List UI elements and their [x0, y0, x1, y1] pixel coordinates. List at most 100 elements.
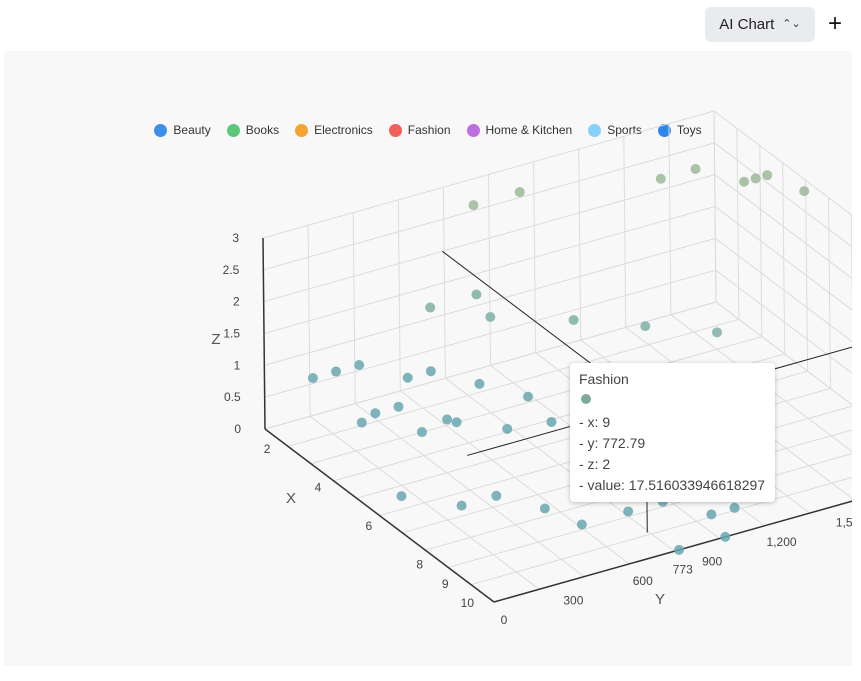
- data-point[interactable]: [491, 490, 502, 501]
- legend-item-4[interactable]: Home & Kitchen: [466, 123, 573, 137]
- z-tick-label: 3: [232, 231, 239, 245]
- z-tick-label: 1: [234, 358, 241, 372]
- z-tick-label: 0.5: [224, 390, 241, 404]
- legend-item-3[interactable]: Fashion: [388, 123, 451, 137]
- data-point[interactable]: [502, 423, 513, 434]
- data-point[interactable]: [750, 173, 761, 184]
- data-point[interactable]: [523, 391, 534, 402]
- data-point[interactable]: [393, 401, 404, 412]
- z-tick-label: 0: [234, 422, 241, 436]
- y-tick-label: 0: [501, 613, 508, 627]
- legend-marker-icon: [295, 123, 309, 137]
- data-point[interactable]: [655, 173, 666, 184]
- data-point[interactable]: [712, 327, 722, 338]
- chart-type-label: AI Chart: [719, 16, 775, 33]
- data-point[interactable]: [762, 170, 773, 181]
- data-point[interactable]: [307, 373, 318, 384]
- legend-marker-icon: [588, 123, 602, 137]
- add-button[interactable]: +: [827, 10, 842, 37]
- x-tick-label: 2: [264, 442, 271, 456]
- data-point[interactable]: [640, 321, 651, 332]
- tooltip-x: - x: 9: [579, 414, 611, 430]
- x-axis-line: [264, 428, 495, 603]
- grid-line: [264, 269, 716, 398]
- top-toolbar: AI Chart ⌃⌄ +: [0, 0, 861, 50]
- chevron-up-down-icon: ⌃⌄: [782, 18, 801, 30]
- y-tick-label: 1,500: [836, 515, 852, 529]
- data-point[interactable]: [576, 519, 587, 530]
- legend-marker-icon: [388, 123, 402, 137]
- grid-line: [714, 174, 852, 280]
- data-point[interactable]: [474, 378, 485, 389]
- data-point[interactable]: [442, 414, 453, 425]
- tooltip-value: - value: 17.516033946618297: [579, 477, 766, 493]
- grid-line: [263, 206, 716, 334]
- legend-item-1[interactable]: Books: [226, 123, 280, 137]
- x-tick-label: 9: [442, 577, 449, 591]
- legend-item-0[interactable]: Beauty: [154, 123, 211, 137]
- tooltip-marker-icon: [581, 394, 591, 404]
- data-point[interactable]: [370, 408, 381, 419]
- data-point[interactable]: [468, 200, 479, 211]
- y-axis-title: Y: [655, 591, 665, 608]
- data-point[interactable]: [690, 163, 701, 174]
- grid-line: [715, 301, 852, 406]
- data-point[interactable]: [720, 531, 731, 542]
- legend-item-2[interactable]: Electronics: [295, 123, 373, 137]
- legend-label: Fashion: [407, 123, 451, 137]
- x-tick-label: 6: [366, 519, 373, 533]
- data-point[interactable]: [425, 366, 436, 377]
- data-point[interactable]: [451, 417, 462, 428]
- data-point[interactable]: [456, 500, 467, 511]
- z-axis-line: [262, 237, 266, 430]
- data-point[interactable]: [471, 289, 482, 300]
- data-point[interactable]: [674, 544, 685, 555]
- legend-marker-icon: [657, 123, 671, 137]
- grid-line: [714, 142, 852, 248]
- y-tick-label: 1,200: [767, 535, 797, 549]
- data-point[interactable]: [402, 372, 413, 383]
- legend-label: Books: [245, 123, 280, 137]
- legend: Beauty Books Electronics Fashion Home & Kitc…: [4, 123, 852, 137]
- x-tick-label: 4: [315, 481, 322, 495]
- grid-line: [715, 269, 852, 374]
- grid-line: [470, 476, 852, 586]
- z-tick-label: 2: [233, 295, 240, 309]
- data-point[interactable]: [514, 187, 525, 198]
- data-point[interactable]: [425, 302, 436, 313]
- data-point[interactable]: [546, 416, 557, 427]
- grid-line: [715, 237, 852, 343]
- grid-line: [713, 110, 852, 216]
- z-tick-label: 2.5: [223, 263, 240, 277]
- grid-line: [263, 174, 715, 303]
- y-tick-label: 300: [563, 593, 583, 607]
- data-point[interactable]: [485, 312, 496, 322]
- data-point[interactable]: [568, 314, 579, 325]
- tooltip: Fashion - x: 9 - y: 772.79 - z: 2 - valu…: [570, 363, 775, 502]
- legend-label: Toys: [676, 123, 702, 137]
- y-axis-line: [493, 500, 852, 603]
- data-point[interactable]: [799, 186, 810, 197]
- data-point[interactable]: [331, 366, 342, 377]
- data-point[interactable]: [706, 509, 717, 520]
- legend-marker-icon: [226, 123, 240, 137]
- legend-label: Home & Kitchen: [485, 123, 573, 137]
- data-point[interactable]: [739, 176, 750, 187]
- tooltip-y: - y: 772.79: [579, 435, 646, 451]
- tooltip-title: Fashion: [579, 371, 629, 387]
- x-tick-label: 10: [461, 596, 475, 610]
- x-tick-label: 8: [416, 558, 423, 572]
- legend-item-6[interactable]: Toys: [657, 123, 702, 137]
- data-point[interactable]: [396, 491, 407, 502]
- grid-line: [670, 314, 852, 453]
- z-tick-label: 1.5: [223, 327, 240, 341]
- scatter3d-chart: 246891003006007739001,2001,5001,80000.51…: [211, 110, 852, 627]
- data-point[interactable]: [356, 417, 367, 428]
- data-point[interactable]: [623, 506, 634, 517]
- chart-type-select[interactable]: AI Chart ⌃⌄: [705, 7, 815, 42]
- data-point[interactable]: [354, 360, 365, 371]
- data-point[interactable]: [416, 427, 427, 438]
- data-point[interactable]: [539, 503, 550, 514]
- grid-line: [264, 301, 717, 430]
- data-point[interactable]: [729, 502, 740, 513]
